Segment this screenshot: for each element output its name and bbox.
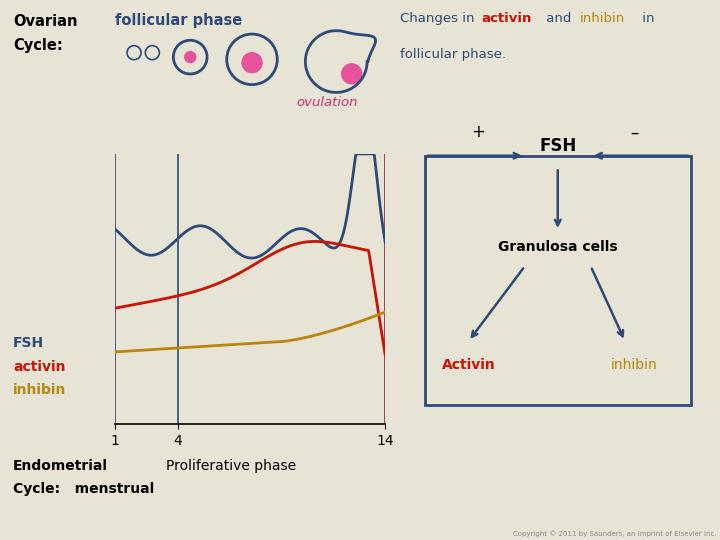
Text: Proliferative phase: Proliferative phase: [166, 459, 296, 473]
Text: FSH: FSH: [539, 137, 577, 156]
Text: in: in: [638, 12, 654, 25]
Text: +: +: [471, 123, 485, 141]
Text: inhibin: inhibin: [13, 383, 66, 397]
Text: Activin: Activin: [441, 358, 495, 372]
Bar: [425, 156, 691, 405]
Text: ovulation: ovulation: [297, 96, 359, 109]
Ellipse shape: [241, 52, 263, 73]
Text: –: –: [630, 123, 639, 141]
Text: FSH: FSH: [13, 336, 44, 350]
Text: Endometrial: Endometrial: [13, 459, 108, 473]
Ellipse shape: [341, 63, 362, 84]
Text: follicular phase.: follicular phase.: [400, 48, 505, 60]
Text: and: and: [542, 12, 576, 25]
Text: Ovarian: Ovarian: [13, 14, 78, 29]
Text: Cycle:: Cycle:: [13, 38, 63, 53]
Text: Cycle:   menstrual: Cycle: menstrual: [13, 482, 154, 496]
Text: Copyright © 2011 by Saunders, an imprint of Elsevier Inc.: Copyright © 2011 by Saunders, an imprint…: [513, 531, 716, 537]
Text: Changes in: Changes in: [400, 12, 478, 25]
Ellipse shape: [184, 51, 197, 63]
Text: inhibin: inhibin: [580, 12, 625, 25]
Text: activin: activin: [481, 12, 531, 25]
Text: Granulosa cells: Granulosa cells: [498, 240, 618, 254]
Text: activin: activin: [13, 360, 66, 374]
Text: inhibin: inhibin: [611, 358, 658, 372]
Text: follicular phase: follicular phase: [115, 14, 243, 29]
